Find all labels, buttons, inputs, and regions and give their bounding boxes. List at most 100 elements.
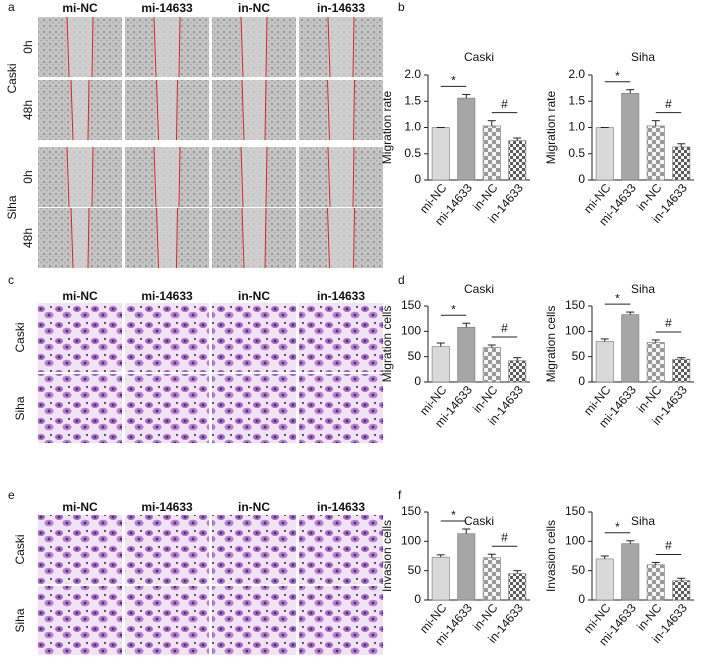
y-tick-label: 150 bbox=[401, 298, 421, 312]
column-label: mi-14633 bbox=[141, 289, 193, 303]
significance-mark: # bbox=[665, 97, 672, 111]
wound-gap bbox=[241, 17, 267, 77]
row-label: Siha bbox=[13, 608, 27, 632]
y-tick-label: 50 bbox=[572, 563, 586, 577]
micrograph bbox=[212, 515, 296, 584]
y-tick-label: 0 bbox=[414, 592, 421, 606]
bar bbox=[595, 341, 614, 383]
wound-edge bbox=[327, 16, 331, 78]
chart-title: Siha bbox=[631, 514, 655, 528]
row-label: Caski bbox=[13, 322, 27, 352]
wound-edge bbox=[176, 207, 178, 269]
y-tick-label: 50 bbox=[408, 349, 422, 363]
wound-edge bbox=[327, 146, 331, 208]
bar bbox=[621, 543, 640, 601]
y-tick-label: 1.0 bbox=[404, 120, 421, 134]
wound-edge bbox=[264, 207, 267, 269]
bar bbox=[431, 127, 450, 181]
significance-mark: * bbox=[451, 508, 456, 522]
panel-letter: d bbox=[398, 273, 405, 287]
wound-gap bbox=[242, 208, 266, 268]
y-tick-label: 0 bbox=[578, 374, 585, 388]
wound-edge bbox=[241, 207, 245, 269]
y-tick-label: 0.5 bbox=[568, 146, 585, 160]
bar bbox=[595, 127, 614, 181]
wound-gap bbox=[328, 17, 354, 77]
column-label: in-14633 bbox=[317, 1, 365, 15]
bar bbox=[672, 358, 691, 383]
bar bbox=[482, 125, 501, 181]
y-tick-label: 0 bbox=[414, 172, 421, 186]
row-label: Caski bbox=[13, 534, 27, 564]
wound-edge bbox=[265, 146, 268, 208]
column-label: in-14633 bbox=[317, 500, 365, 514]
significance-mark: * bbox=[615, 520, 620, 534]
y-axis-label: Migration cells bbox=[544, 306, 558, 383]
wound-edge bbox=[352, 146, 355, 208]
micrograph bbox=[212, 586, 296, 655]
y-tick-label: 1.0 bbox=[568, 120, 585, 134]
bar bbox=[457, 533, 476, 601]
micrograph bbox=[38, 374, 122, 443]
y-tick-label: 0 bbox=[578, 172, 585, 186]
significance-mark: # bbox=[665, 539, 672, 553]
y-tick-label: 150 bbox=[565, 504, 585, 518]
wound-edge bbox=[66, 146, 70, 208]
column-label: in-14633 bbox=[317, 289, 365, 303]
wound-gap bbox=[328, 147, 354, 207]
wound-edge bbox=[327, 207, 330, 269]
bar bbox=[646, 342, 665, 383]
bar bbox=[508, 140, 527, 181]
significance-mark: # bbox=[501, 321, 508, 335]
column-label: mi-NC bbox=[62, 500, 98, 514]
y-axis-label: Invasion cells bbox=[380, 520, 394, 592]
wound-edge bbox=[353, 207, 355, 269]
y-tick-label: 1.5 bbox=[404, 93, 421, 107]
y-tick-label: 100 bbox=[565, 324, 585, 338]
wound-edge bbox=[153, 16, 157, 78]
wound-gap bbox=[154, 147, 180, 207]
panel-letter: a bbox=[8, 0, 15, 14]
y-tick-label: 150 bbox=[565, 298, 585, 312]
wound-edge bbox=[264, 79, 267, 141]
wound-edge bbox=[178, 16, 181, 78]
significance-mark: * bbox=[615, 69, 620, 83]
wound-edge bbox=[66, 16, 70, 78]
time-label: 48h bbox=[21, 228, 35, 248]
bar bbox=[672, 146, 691, 181]
wound-edge bbox=[353, 79, 355, 141]
wound-edge bbox=[70, 79, 74, 141]
chart-title: Siha bbox=[631, 282, 655, 296]
y-tick-label: 0.5 bbox=[404, 146, 421, 160]
panel-letter: c bbox=[8, 273, 14, 287]
y-tick-label: 0 bbox=[414, 374, 421, 388]
micrograph bbox=[38, 303, 122, 372]
y-tick-label: 1.5 bbox=[568, 93, 585, 107]
significance-mark: # bbox=[501, 530, 508, 544]
bar bbox=[595, 558, 614, 601]
bar bbox=[621, 314, 640, 383]
wound-gap bbox=[241, 147, 267, 207]
y-tick-label: 50 bbox=[572, 349, 586, 363]
micrograph bbox=[299, 303, 383, 372]
wound-edge bbox=[240, 146, 244, 208]
row-label: Siha bbox=[5, 195, 19, 219]
micrograph bbox=[125, 303, 209, 372]
wound-gap bbox=[156, 80, 178, 140]
wound-edge bbox=[241, 79, 245, 141]
wound-gap bbox=[67, 17, 93, 77]
time-label: 48h bbox=[21, 100, 35, 120]
y-tick-label: 0 bbox=[578, 592, 585, 606]
chart-title: Caski bbox=[464, 282, 494, 296]
y-tick-label: 150 bbox=[401, 504, 421, 518]
time-label: 0h bbox=[21, 40, 35, 53]
significance-mark: * bbox=[451, 74, 456, 88]
wound-gap bbox=[327, 80, 355, 140]
y-tick-label: 2.0 bbox=[568, 67, 585, 81]
y-tick-label: 100 bbox=[401, 324, 421, 338]
column-label: mi-NC bbox=[62, 289, 98, 303]
chart-title: Caski bbox=[464, 50, 494, 64]
y-tick-label: 100 bbox=[565, 534, 585, 548]
